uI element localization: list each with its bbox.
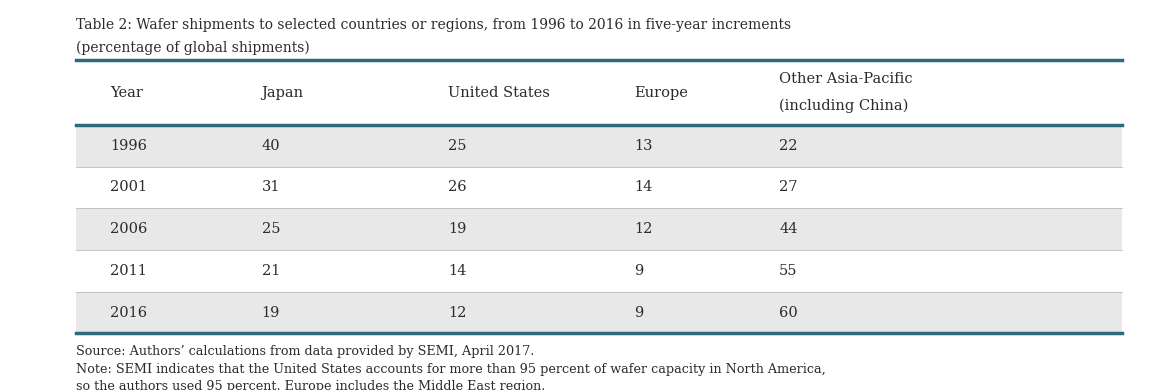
Text: Note: SEMI indicates that the United States accounts for more than 95 percent of: Note: SEMI indicates that the United Sta… (76, 363, 826, 376)
Text: Source: Authors’ calculations from data provided by SEMI, April 2017.: Source: Authors’ calculations from data … (76, 345, 534, 358)
Text: 25: 25 (262, 222, 280, 236)
Text: so the authors used 95 percent. Europe includes the Middle East region.: so the authors used 95 percent. Europe i… (76, 380, 545, 390)
Text: 1996: 1996 (110, 139, 148, 152)
Text: 19: 19 (448, 222, 466, 236)
Text: 44: 44 (779, 222, 798, 236)
Text: (including China): (including China) (779, 99, 908, 113)
Text: 2006: 2006 (110, 222, 148, 236)
Bar (76, 167, 1122, 208)
Text: 9: 9 (634, 264, 643, 278)
Text: 12: 12 (448, 306, 466, 319)
Text: 25: 25 (448, 139, 466, 152)
Text: Other Asia-Pacific: Other Asia-Pacific (779, 72, 913, 86)
Text: 21: 21 (262, 264, 280, 278)
Text: 27: 27 (779, 181, 798, 194)
Text: Year: Year (110, 86, 143, 99)
Bar (76, 208, 1122, 250)
Text: 22: 22 (779, 139, 798, 152)
Bar (76, 292, 1122, 333)
Text: 2001: 2001 (110, 181, 148, 194)
Text: 2016: 2016 (110, 306, 148, 319)
Text: 14: 14 (634, 181, 652, 194)
Text: Japan: Japan (262, 86, 304, 99)
Text: (percentage of global shipments): (percentage of global shipments) (76, 41, 309, 55)
Text: 9: 9 (634, 306, 643, 319)
Text: 55: 55 (779, 264, 798, 278)
Text: 19: 19 (262, 306, 280, 319)
Text: 2011: 2011 (110, 264, 148, 278)
Text: Europe: Europe (634, 86, 687, 99)
Text: United States: United States (448, 86, 550, 99)
Text: 13: 13 (634, 139, 652, 152)
Text: 60: 60 (779, 306, 798, 319)
Text: 14: 14 (448, 264, 466, 278)
Bar (76, 250, 1122, 292)
Bar (76, 125, 1122, 167)
Text: 40: 40 (262, 139, 280, 152)
Text: 12: 12 (634, 222, 652, 236)
Text: Table 2: Wafer shipments to selected countries or regions, from 1996 to 2016 in : Table 2: Wafer shipments to selected cou… (76, 18, 791, 32)
Text: 31: 31 (262, 181, 280, 194)
Text: 26: 26 (448, 181, 466, 194)
